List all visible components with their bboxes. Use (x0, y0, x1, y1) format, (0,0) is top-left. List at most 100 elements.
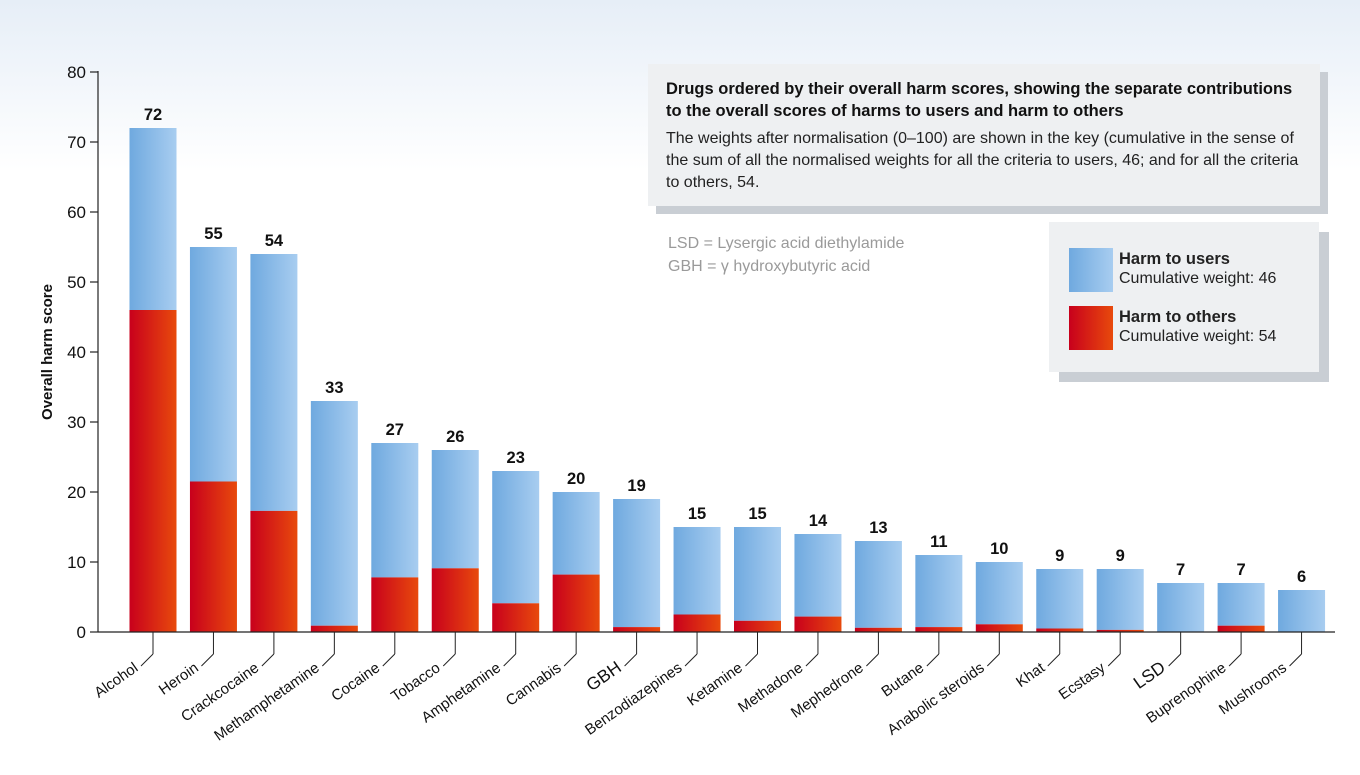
bar-total-label: 23 (507, 449, 525, 467)
legend: Harm to users Cumulative weight: 46 Harm… (1049, 222, 1319, 372)
lsd-abbreviation: LSD = Lysergic acid diethylamide (668, 232, 904, 255)
bar-total-label: 20 (567, 470, 585, 488)
x-tick-leader (1229, 654, 1241, 666)
bar-harm-to-users (311, 401, 358, 626)
bar-harm-to-others (613, 627, 660, 632)
bar-harm-to-users (432, 450, 479, 568)
x-tick-leader (685, 654, 697, 666)
bar-total-label: 26 (446, 428, 464, 446)
y-tick-label: 50 (67, 273, 86, 292)
bar-harm-to-users (734, 527, 781, 621)
x-tick-leader (141, 654, 153, 666)
bar-harm-to-users (1278, 590, 1325, 632)
y-tick-label: 0 (77, 623, 86, 642)
y-tick-label: 60 (67, 203, 86, 222)
y-tick-label: 80 (67, 63, 86, 82)
bar-total-label: 9 (1116, 547, 1125, 565)
legend-item-harm-to-others: Harm to others Cumulative weight: 54 (1069, 306, 1309, 350)
legend-users-weight: Cumulative weight: 46 (1119, 270, 1276, 287)
bar-harm-to-others (311, 626, 358, 632)
bar-harm-to-users (1218, 583, 1265, 626)
legend-item-harm-to-users: Harm to users Cumulative weight: 46 (1069, 248, 1309, 292)
bar-harm-to-users (794, 534, 841, 617)
x-tick-label: Ecstasy (1056, 659, 1109, 703)
y-axis-label: Overall harm score (39, 284, 56, 420)
info-box: Drugs ordered by their overall harm scor… (648, 64, 1320, 206)
bar-total-label: 27 (386, 421, 404, 439)
x-tick-label: Khat (1013, 659, 1049, 691)
x-tick-leader (1169, 654, 1181, 666)
x-tick-leader (383, 654, 395, 666)
x-tick-leader (746, 654, 758, 666)
abbreviations-note: LSD = Lysergic acid diethylamide GBH = γ… (668, 232, 904, 278)
legend-users-name: Harm to users (1119, 249, 1276, 269)
x-tick-leader (625, 654, 637, 666)
bar-total-label: 19 (627, 477, 645, 495)
x-tick-leader (262, 654, 274, 666)
bar-harm-to-others (492, 603, 539, 632)
bar-harm-to-others (190, 482, 237, 633)
x-tick-leader (564, 654, 576, 666)
x-tick-leader (1048, 654, 1060, 666)
y-tick-label: 40 (67, 343, 86, 362)
bar-harm-to-others (976, 624, 1023, 632)
bar-harm-to-users (371, 443, 418, 577)
bar-harm-to-users (553, 492, 600, 575)
bar-harm-to-users (1157, 583, 1204, 632)
bar-total-label: 54 (265, 232, 284, 250)
bar-harm-to-others (130, 310, 177, 632)
bar-harm-to-others (371, 577, 418, 632)
info-body: The weights after normalisation (0–100) … (666, 128, 1302, 194)
bar-harm-to-others (855, 628, 902, 632)
x-tick-label: Cocaine (328, 659, 383, 704)
gbh-abbreviation: GBH = γ hydroxybutyric acid (668, 255, 904, 278)
bar-total-label: 6 (1297, 568, 1306, 586)
x-tick-leader (504, 654, 516, 666)
bar-harm-to-others (553, 575, 600, 632)
bar-total-label: 13 (869, 519, 887, 537)
x-tick-leader (927, 654, 939, 666)
legend-swatch-users (1069, 248, 1113, 292)
x-tick-leader (1108, 654, 1120, 666)
bar-total-label: 72 (144, 106, 162, 124)
bar-harm-to-users (674, 527, 721, 615)
bar-total-label: 7 (1237, 561, 1246, 579)
x-tick-label: Heroin (156, 659, 202, 698)
bar-total-label: 9 (1055, 547, 1064, 565)
x-tick-leader (443, 654, 455, 666)
y-tick-label: 30 (67, 413, 86, 432)
x-tick-leader (987, 654, 999, 666)
x-tick-label: GBH (582, 657, 625, 695)
x-tick-label: Tobacco (388, 659, 444, 705)
legend-others-weight: Cumulative weight: 54 (1119, 328, 1276, 345)
x-tick-leader (1290, 654, 1302, 666)
x-tick-label: Methamphetamine (211, 659, 323, 744)
bar-total-label: 15 (688, 505, 706, 523)
y-tick-label: 20 (67, 483, 86, 502)
bar-total-label: 14 (809, 512, 828, 530)
bar-total-label: 55 (204, 225, 222, 243)
bar-harm-to-users (130, 128, 177, 310)
bar-harm-to-others (1218, 626, 1265, 632)
bar-harm-to-users (1097, 569, 1144, 630)
bar-harm-to-others (674, 615, 721, 633)
bar-harm-to-others (250, 511, 297, 632)
bar-harm-to-others (432, 568, 479, 632)
bar-harm-to-users (613, 499, 660, 627)
x-tick-label: Cannabis (503, 659, 565, 709)
x-tick-label: Butane (878, 659, 927, 700)
x-tick-label: Mushrooms (1216, 659, 1290, 718)
x-tick-label: LSD (1130, 657, 1169, 693)
bar-total-label: 10 (990, 540, 1008, 558)
bar-total-label: 33 (325, 379, 343, 397)
bar-harm-to-users (250, 254, 297, 511)
x-tick-leader (201, 654, 213, 666)
bar-harm-to-others (734, 621, 781, 632)
x-tick-leader (806, 654, 818, 666)
x-tick-leader (322, 654, 334, 666)
legend-others-name: Harm to others (1119, 307, 1276, 327)
bar-total-label: 11 (930, 533, 947, 551)
legend-swatch-others (1069, 306, 1113, 350)
bar-harm-to-users (915, 555, 962, 627)
bar-harm-to-users (190, 247, 237, 482)
